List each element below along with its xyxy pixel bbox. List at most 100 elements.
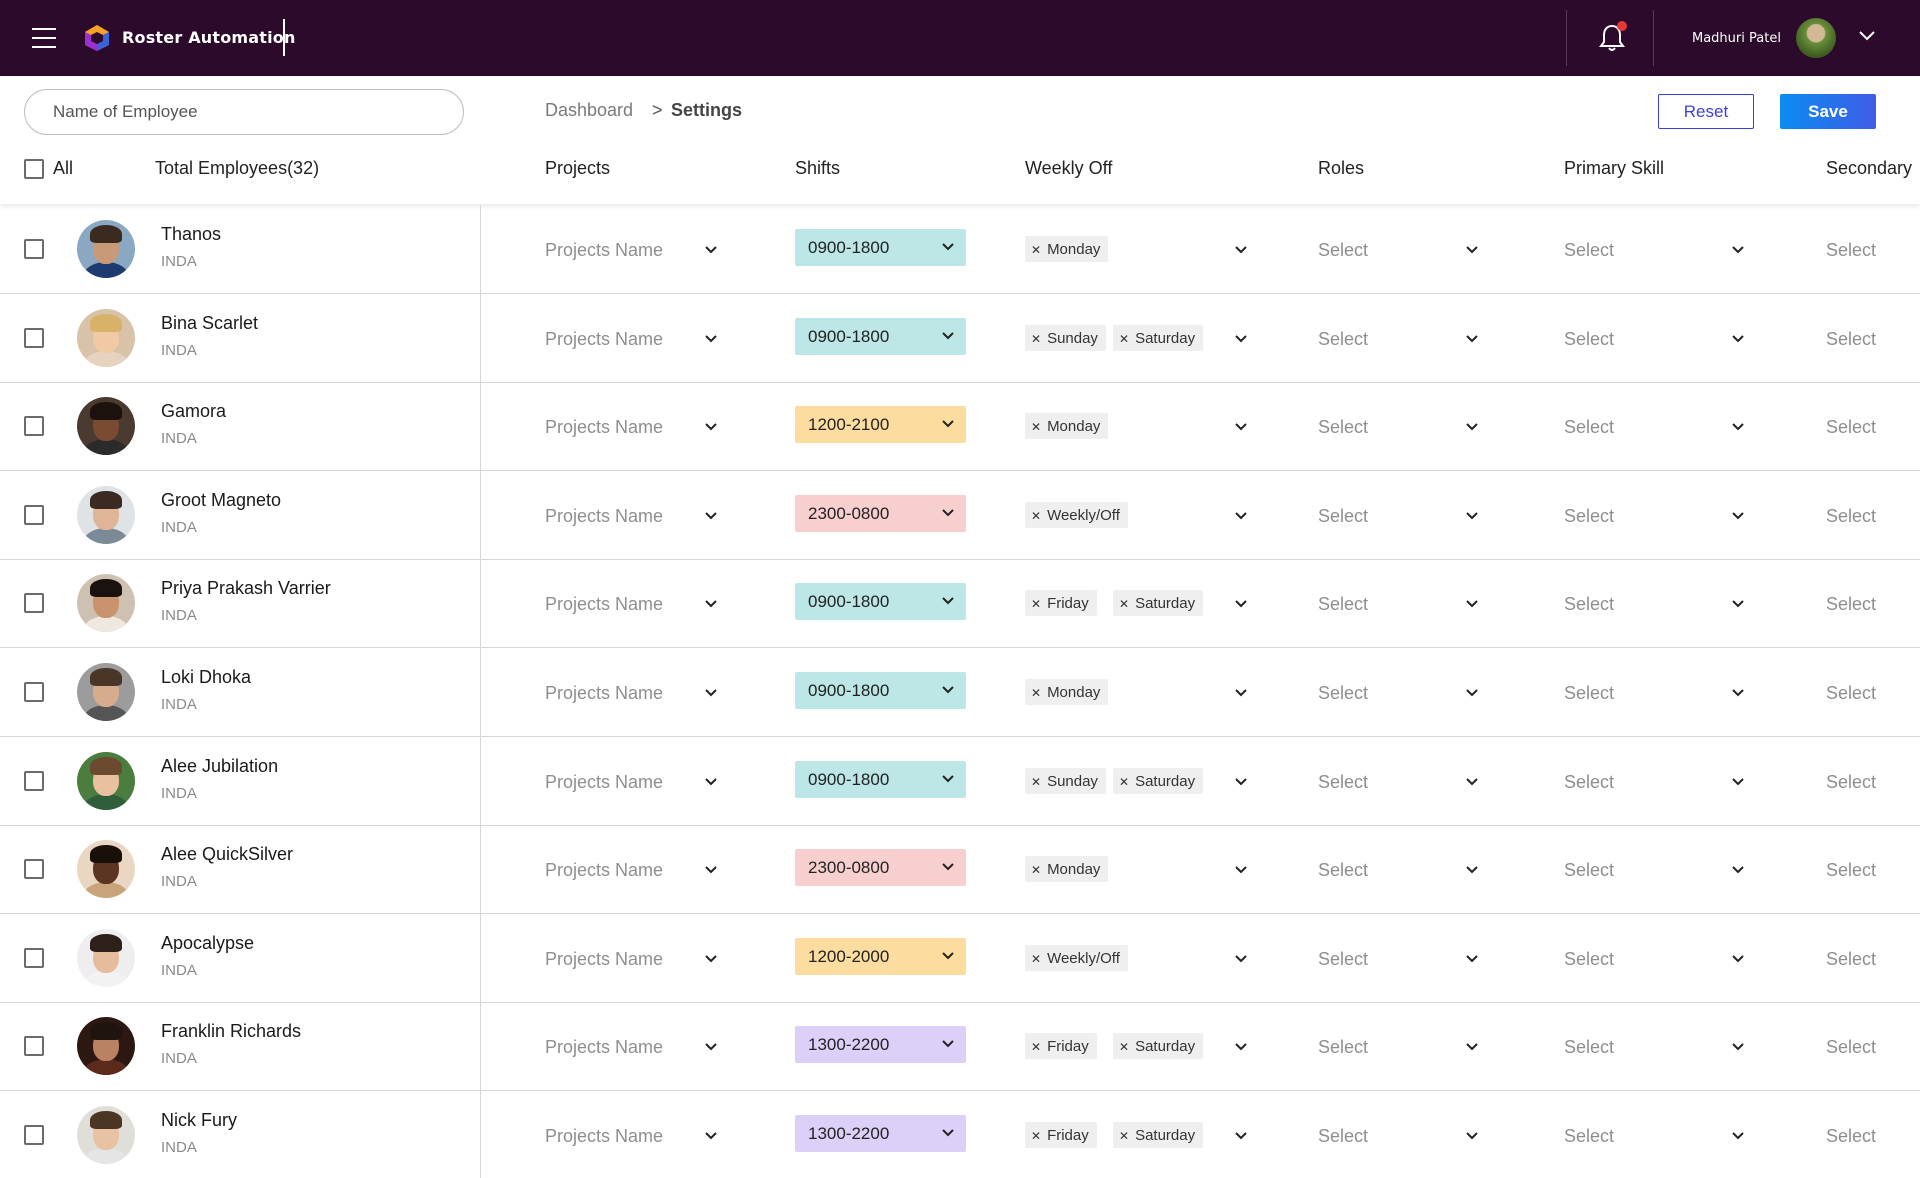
chevron-down-icon[interactable]	[1234, 334, 1248, 344]
chevron-down-icon[interactable]	[1731, 422, 1745, 432]
chevron-down-icon[interactable]	[1731, 865, 1745, 875]
chevron-down-icon[interactable]	[1234, 865, 1248, 875]
shift-select[interactable]: 2300-0800	[795, 849, 966, 887]
role-select[interactable]: Select	[1318, 948, 1369, 969]
weekly-off-tag[interactable]: ✕ Monday	[1025, 236, 1109, 262]
project-select[interactable]: Projects Name	[545, 594, 664, 615]
chevron-down-icon[interactable]	[1465, 865, 1479, 875]
project-select[interactable]: Projects Name	[545, 417, 664, 438]
weekly-off-tag[interactable]: ✕ Monday	[1025, 413, 1109, 440]
row-checkbox[interactable]	[24, 859, 44, 880]
secondary-skill-select[interactable]: Select	[1826, 505, 1877, 526]
project-select[interactable]: Projects Name	[545, 948, 664, 969]
shift-select[interactable]: 0900-1800	[795, 229, 966, 266]
chevron-down-icon[interactable]	[1731, 1131, 1745, 1141]
primary-skill-select[interactable]: Select	[1564, 240, 1615, 260]
chevron-down-icon[interactable]	[704, 422, 718, 432]
primary-skill-select[interactable]: Select	[1564, 948, 1615, 969]
remove-tag-icon[interactable]: ✕	[1031, 863, 1042, 878]
weekly-off-tag[interactable]: ✕ Monday	[1025, 679, 1109, 705]
remove-tag-icon[interactable]: ✕	[1031, 686, 1042, 700]
remove-tag-icon[interactable]: ✕	[1031, 774, 1042, 789]
chevron-down-icon[interactable]	[1465, 688, 1479, 698]
row-checkbox[interactable]	[24, 327, 44, 348]
chevron-down-icon[interactable]	[704, 245, 718, 255]
chevron-down-icon[interactable]	[1465, 1042, 1479, 1052]
weekly-off-tag[interactable]: ✕ Friday	[1025, 590, 1097, 617]
chevron-down-icon[interactable]	[1234, 511, 1248, 521]
weekly-off-tag[interactable]: ✕ Sunday	[1025, 767, 1106, 794]
primary-skill-select[interactable]: Select	[1564, 594, 1615, 615]
role-select[interactable]: Select	[1318, 505, 1369, 526]
remove-tag-icon[interactable]: ✕	[1031, 508, 1042, 523]
secondary-skill-select[interactable]: Select	[1826, 328, 1877, 349]
chevron-down-icon[interactable]	[704, 1131, 718, 1141]
primary-skill-select[interactable]: Select	[1564, 1126, 1615, 1146]
chevron-down-icon[interactable]	[704, 865, 718, 875]
row-checkbox[interactable]	[24, 416, 44, 437]
project-select[interactable]: Projects Name	[545, 771, 664, 792]
shift-select[interactable]: 1200-2000	[795, 937, 966, 975]
chevron-down-icon[interactable]	[1465, 334, 1479, 344]
shift-select[interactable]: 1200-2100	[795, 406, 966, 444]
weekly-off-tag[interactable]: ✕ Weekly/Off	[1025, 501, 1128, 528]
shift-select[interactable]: 0900-1800	[795, 672, 966, 709]
remove-tag-icon[interactable]: ✕	[1031, 951, 1042, 966]
weekly-off-tag[interactable]: ✕ Saturday	[1113, 767, 1204, 794]
secondary-skill-select[interactable]: Select	[1826, 948, 1877, 969]
chevron-down-icon[interactable]	[704, 511, 718, 521]
secondary-skill-select[interactable]: Select	[1826, 860, 1877, 881]
project-select[interactable]: Projects Name	[545, 683, 664, 703]
row-checkbox[interactable]	[24, 682, 44, 702]
primary-skill-select[interactable]: Select	[1564, 771, 1615, 792]
chevron-down-icon[interactable]	[1465, 954, 1479, 964]
hamburger-menu-icon[interactable]	[32, 28, 56, 48]
chevron-down-icon[interactable]	[1465, 422, 1479, 432]
remove-tag-icon[interactable]: ✕	[1119, 1129, 1130, 1143]
save-button[interactable]: Save	[1780, 94, 1876, 129]
chevron-down-icon[interactable]	[1234, 1042, 1248, 1052]
weekly-off-tag[interactable]: ✕ Saturday	[1113, 590, 1204, 617]
role-select[interactable]: Select	[1318, 771, 1369, 792]
chevron-down-icon[interactable]	[1234, 422, 1248, 432]
remove-tag-icon[interactable]: ✕	[1119, 331, 1130, 346]
chevron-down-icon[interactable]	[704, 1042, 718, 1052]
project-select[interactable]: Projects Name	[545, 860, 664, 881]
remove-tag-icon[interactable]: ✕	[1119, 774, 1130, 789]
secondary-skill-select[interactable]: Select	[1826, 240, 1877, 260]
row-checkbox[interactable]	[24, 504, 44, 525]
row-checkbox[interactable]	[24, 239, 44, 259]
chevron-down-icon[interactable]	[1731, 511, 1745, 521]
role-select[interactable]: Select	[1318, 1037, 1369, 1058]
weekly-off-tag[interactable]: ✕ Sunday	[1025, 324, 1106, 351]
shift-select[interactable]: 0900-1800	[795, 583, 966, 621]
chevron-down-icon[interactable]	[704, 334, 718, 344]
secondary-skill-select[interactable]: Select	[1826, 417, 1877, 438]
shift-select[interactable]: 0900-1800	[795, 317, 966, 355]
secondary-skill-select[interactable]: Select	[1826, 594, 1877, 615]
chevron-down-icon[interactable]	[704, 777, 718, 787]
remove-tag-icon[interactable]: ✕	[1031, 1129, 1042, 1143]
chevron-down-icon[interactable]	[1465, 1131, 1479, 1141]
chevron-down-icon[interactable]	[1465, 777, 1479, 787]
chevron-down-icon[interactable]	[1234, 599, 1248, 609]
chevron-down-icon[interactable]	[1465, 511, 1479, 521]
secondary-skill-select[interactable]: Select	[1826, 1037, 1877, 1058]
chevron-down-icon[interactable]	[1731, 777, 1745, 787]
role-select[interactable]: Select	[1318, 328, 1369, 349]
row-checkbox[interactable]	[24, 1036, 44, 1057]
role-select[interactable]: Select	[1318, 860, 1369, 881]
chevron-down-icon[interactable]	[1731, 1042, 1745, 1052]
remove-tag-icon[interactable]: ✕	[1031, 420, 1042, 435]
primary-skill-select[interactable]: Select	[1564, 683, 1615, 703]
project-select[interactable]: Projects Name	[545, 505, 664, 526]
remove-tag-icon[interactable]: ✕	[1031, 1040, 1042, 1055]
breadcrumb-dashboard[interactable]: Dashboard	[545, 100, 634, 120]
remove-tag-icon[interactable]: ✕	[1031, 243, 1042, 257]
user-avatar[interactable]	[1796, 18, 1836, 58]
row-checkbox[interactable]	[24, 770, 44, 791]
remove-tag-icon[interactable]: ✕	[1119, 597, 1130, 612]
chevron-down-icon[interactable]	[704, 599, 718, 609]
primary-skill-select[interactable]: Select	[1564, 505, 1615, 526]
project-select[interactable]: Projects Name	[545, 240, 664, 260]
